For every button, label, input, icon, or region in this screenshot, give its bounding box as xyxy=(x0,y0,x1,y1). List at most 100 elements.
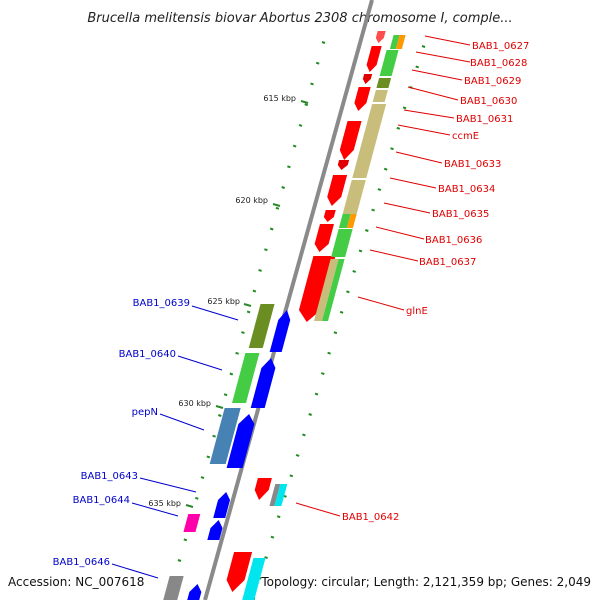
scale-label-615: 615 kbp xyxy=(263,94,296,103)
gene-label-glne[interactable]: glnE xyxy=(406,306,428,317)
feature-0629-arrow[interactable] xyxy=(361,74,373,84)
right-tick xyxy=(402,106,407,110)
feature-0627-green[interactable] xyxy=(389,35,400,49)
forward-strand-features xyxy=(223,31,386,592)
feature-0642-arrow[interactable] xyxy=(252,478,272,500)
feature-0627-arrow[interactable] xyxy=(374,31,386,43)
gene-label-bab1-0634[interactable]: BAB1_0634 xyxy=(438,184,495,195)
scale-620: 620 kbp xyxy=(235,196,281,207)
scale-635: 635 kbp xyxy=(148,499,194,508)
feature-0640-arrow[interactable] xyxy=(250,358,278,408)
gene-label-bab1-0642[interactable]: BAB1_0642 xyxy=(342,512,399,523)
left-tick xyxy=(177,559,182,562)
gene-label-bab1-0637[interactable]: BAB1_0637 xyxy=(419,257,476,268)
right-tick xyxy=(327,351,331,355)
feature-0633-arrow[interactable] xyxy=(336,160,350,170)
feature-glne-khaki[interactable] xyxy=(313,259,339,321)
gene-label-bab1-0644[interactable]: BAB1_0644 xyxy=(73,495,130,506)
right-tick xyxy=(377,188,382,192)
gene-label-bab1-0627[interactable]: BAB1_0627 xyxy=(472,41,529,52)
right-tick xyxy=(352,269,357,273)
feature-0635-bar[interactable] xyxy=(338,214,351,228)
feature-0644-bar[interactable] xyxy=(183,514,201,532)
feature-0631-bar[interactable] xyxy=(352,104,387,178)
gene-label-bab1-0643[interactable]: BAB1_0643 xyxy=(81,471,138,482)
left-gene-labels xyxy=(111,305,239,579)
feature-0628-bar[interactable] xyxy=(379,50,399,76)
feature-0644-arrow[interactable] xyxy=(207,520,224,540)
feature-0643-arrow[interactable] xyxy=(213,492,232,518)
gene-label-bab1-0628[interactable]: BAB1_0628 xyxy=(470,58,527,69)
feature-0645-arrow[interactable] xyxy=(223,552,253,592)
feature-0642-cyan[interactable] xyxy=(274,484,288,506)
topology-text: Topology: circular; Length: 2,121,359 bp… xyxy=(260,575,591,589)
feature-0646-arrow[interactable] xyxy=(187,584,203,600)
feature-0642-gray[interactable] xyxy=(269,484,281,506)
feature-glne-arrow[interactable] xyxy=(296,256,336,322)
feature-0627-orange[interactable] xyxy=(395,35,406,49)
left-tick xyxy=(264,248,268,252)
right-tick xyxy=(358,249,363,253)
gene-label-bab1-0635[interactable]: BAB1_0635 xyxy=(432,209,489,220)
scale-label-630: 630 kbp xyxy=(178,399,211,408)
right-tick xyxy=(302,433,306,437)
gene-label-bab1-0633[interactable]: BAB1_0633 xyxy=(444,159,501,170)
feature-0629-bar[interactable] xyxy=(376,78,392,88)
left-tick xyxy=(310,82,314,86)
scale-label-620: 620 kbp xyxy=(235,196,268,205)
left-tick xyxy=(194,496,199,500)
left-tick xyxy=(217,414,222,417)
tick-marks-left xyxy=(177,41,326,562)
map-title: Brucella melitensis biovar Abortus 2308 … xyxy=(87,11,512,26)
feature-0628-arrow[interactable] xyxy=(365,46,382,72)
feature-0634-arrow[interactable] xyxy=(325,175,348,206)
feature-ccme-arrow[interactable] xyxy=(337,121,362,160)
accession-text: Accession: NC_007618 xyxy=(8,575,144,589)
gene-label-bab1-0629[interactable]: BAB1_0629 xyxy=(464,76,521,87)
feature-pepn-bar[interactable] xyxy=(209,408,241,464)
gene-label-ccme[interactable]: ccmE xyxy=(452,131,479,142)
left-tick xyxy=(321,41,326,44)
feature-0636-arrow[interactable] xyxy=(323,210,336,222)
left-tick xyxy=(287,165,291,169)
gene-label-bab1-0640[interactable]: BAB1_0640 xyxy=(119,349,176,360)
feature-0630-arrow[interactable] xyxy=(352,87,371,111)
right-gene-labels xyxy=(295,35,471,517)
left-tick xyxy=(292,144,297,148)
gene-label-pepn[interactable]: pepN xyxy=(132,407,158,418)
left-tick xyxy=(315,61,320,65)
gene-label-bab1-0646[interactable]: BAB1_0646 xyxy=(53,557,110,568)
feature-pepn-arrow[interactable] xyxy=(226,414,257,468)
feature-0636-bar[interactable] xyxy=(331,229,353,257)
gene-label-bab1-0639[interactable]: BAB1_0639 xyxy=(133,298,190,309)
left-tick xyxy=(206,455,211,459)
left-tick xyxy=(223,393,228,397)
feature-0640-bar[interactable] xyxy=(232,353,260,403)
gene-label-bab1-0636[interactable]: BAB1_0636 xyxy=(425,235,482,246)
feature-0634-bar[interactable] xyxy=(342,180,366,214)
gene-label-bab1-0631[interactable]: BAB1_0631 xyxy=(456,114,513,125)
feature-0639-bar[interactable] xyxy=(248,304,275,348)
right-tick xyxy=(339,310,344,314)
outer-right-features xyxy=(242,35,406,600)
right-tick xyxy=(308,413,313,416)
scale-615: 615 kbp xyxy=(263,94,309,104)
feature-glne-green[interactable] xyxy=(321,259,345,321)
scale-625: 625 kbp xyxy=(207,297,252,307)
feature-0639-arrow[interactable] xyxy=(269,310,293,352)
feature-0635-orange[interactable] xyxy=(346,214,357,228)
gene-label-bab1-0630[interactable]: BAB1_0630 xyxy=(460,96,517,107)
feature-0646-cyan[interactable] xyxy=(242,558,266,600)
right-tick xyxy=(264,556,268,560)
right-tick xyxy=(314,392,319,396)
feature-0637-arrow[interactable] xyxy=(312,224,334,252)
right-tick xyxy=(415,65,420,69)
feature-0646-bar[interactable] xyxy=(163,576,184,600)
left-tick xyxy=(212,434,216,438)
right-tick xyxy=(270,535,275,539)
feature-0630-bar[interactable] xyxy=(372,90,388,102)
scale-label-635: 635 kbp xyxy=(148,499,181,508)
right-tick xyxy=(421,45,426,48)
left-tick xyxy=(298,123,303,127)
